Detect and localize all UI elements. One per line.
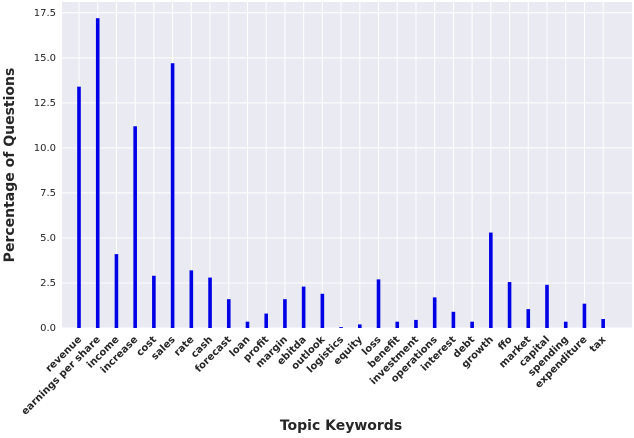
bar [432,297,437,328]
y-tick-label: 10.0 [34,143,56,154]
y-tick-label: 5.0 [40,233,56,244]
bar [470,321,474,328]
y-tick-label: 17.5 [34,8,56,19]
bar [395,321,400,328]
bar [563,321,568,328]
bar [582,303,587,328]
bar [545,284,549,328]
bar [339,327,343,328]
bar [133,126,137,328]
bar [170,63,175,328]
bar [376,279,381,328]
bar [414,319,418,328]
bar [95,18,100,329]
bar [152,275,156,328]
bar [283,299,287,328]
y-tick-label: 7.5 [40,188,56,199]
x-tick-label: earnings per share [20,334,103,417]
bar [358,324,362,328]
bar [226,299,231,328]
plot-area [62,2,632,328]
y-tick-label: 12.5 [34,98,56,109]
bar [320,293,325,328]
y-tick-label: 15.0 [34,53,56,64]
bar [507,282,512,328]
bar [301,286,306,328]
x-tick-label: tax [588,334,609,355]
bar [451,311,456,328]
y-axis-title: Percentage of Questions [2,68,18,263]
bar [264,313,268,328]
x-axis-title: Topic Keywords [280,418,402,434]
bar [189,270,194,328]
bar [245,321,250,328]
bar [77,86,81,328]
bar [601,318,605,328]
y-tick-label: 2.5 [40,278,56,289]
bar [526,309,531,328]
bar [489,232,493,328]
y-tick-label: 0.0 [40,323,56,334]
bar [208,277,212,328]
bar [114,254,119,328]
